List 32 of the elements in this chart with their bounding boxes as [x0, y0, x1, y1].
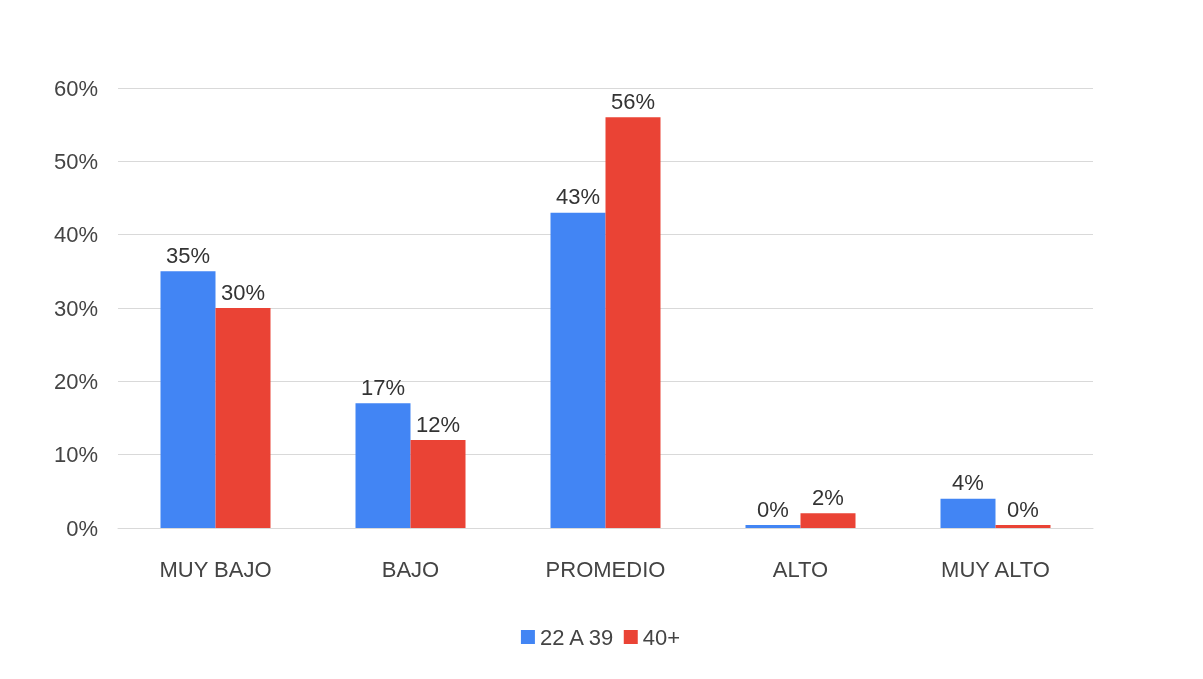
- data-label: 0%: [1007, 496, 1039, 522]
- data-label: 56%: [610, 88, 656, 114]
- bar: [160, 271, 216, 528]
- x-tick-label: MUY BAJO: [159, 556, 272, 582]
- bar: [550, 212, 606, 528]
- x-tick-label: MUY ALTO: [941, 556, 1050, 582]
- data-label: 35%: [165, 242, 211, 268]
- legend-label: 22 A 39: [539, 624, 614, 650]
- data-label: 4%: [952, 470, 984, 496]
- data-label: 2%: [812, 484, 844, 510]
- bar: [215, 308, 271, 528]
- y-tick-label: 10%: [53, 442, 98, 468]
- data-label: 0%: [757, 496, 789, 522]
- y-tick-label: 30%: [53, 295, 98, 321]
- bar: [940, 498, 996, 528]
- y-tick-label: 40%: [53, 222, 98, 248]
- bar: [800, 513, 856, 528]
- y-tick-label: 60%: [53, 75, 98, 101]
- y-tick-label: 50%: [53, 148, 98, 174]
- x-tick-label: ALTO: [772, 556, 829, 582]
- legend-label: 40+: [642, 624, 681, 650]
- bar: [605, 117, 661, 528]
- data-label: 43%: [555, 184, 601, 210]
- data-label: 30%: [220, 279, 266, 305]
- y-tick-label: 20%: [53, 368, 98, 394]
- bar: [355, 403, 411, 528]
- y-tick-label: 0%: [66, 515, 98, 541]
- x-tick-label: PROMEDIO: [545, 556, 666, 582]
- x-tick-label: BAJO: [381, 556, 440, 582]
- bar: [410, 440, 466, 528]
- data-label: 17%: [360, 374, 406, 400]
- data-label: 12%: [415, 411, 461, 437]
